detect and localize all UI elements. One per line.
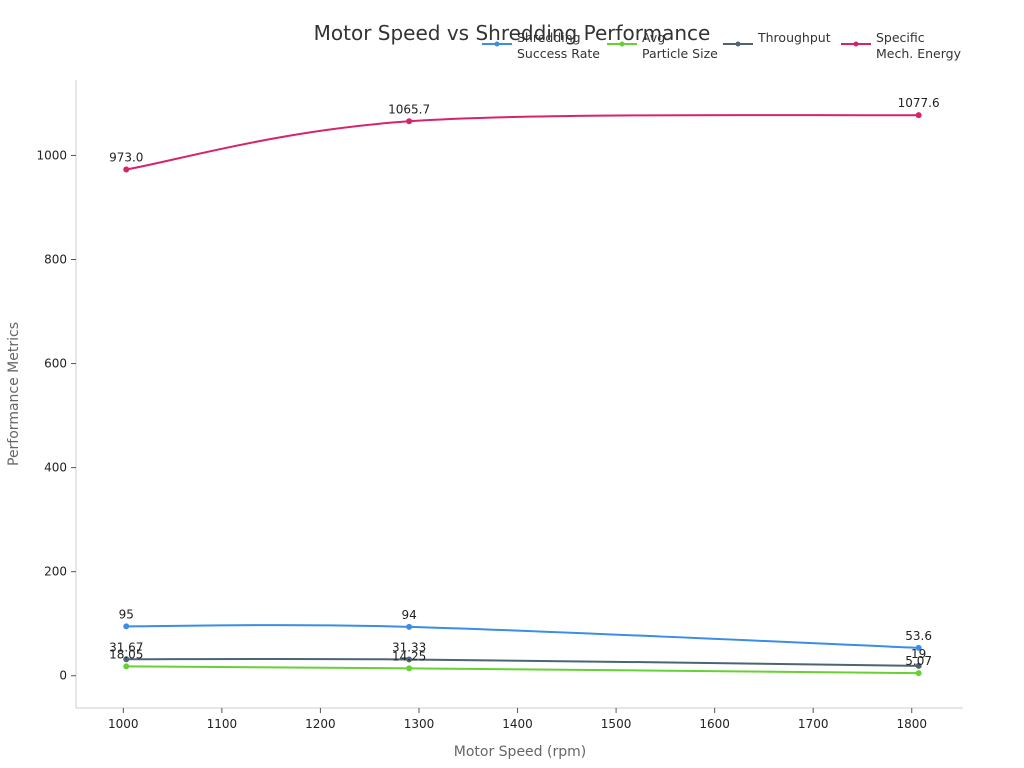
y-tick-label: 400 (44, 461, 67, 475)
series-layer (123, 112, 922, 677)
legend-label: Specific (876, 30, 925, 45)
y-tick-label: 600 (44, 357, 67, 371)
y-tick-label: 0 (59, 669, 67, 683)
data-point-throughput (123, 656, 130, 663)
chart-title: Motor Speed vs Shredding Performance (314, 21, 711, 45)
data-label-throughput: 31.67 (109, 640, 143, 654)
legend-label: Avg (642, 30, 665, 45)
series-line-avg-particle-size (126, 665, 919, 675)
legend-swatch-marker (619, 41, 625, 47)
data-point-specific-mech-energy (123, 166, 130, 173)
data-point-avg-particle-size (915, 670, 922, 677)
data-label-throughput: 19 (911, 647, 926, 661)
data-label-specific-mech-energy: 1077.6 (898, 96, 940, 110)
data-labels: 95 94 53.6 18.05 14.25 5.07 31.67 31.33 19 973.0 1… (109, 96, 940, 668)
data-point-avg-particle-size (123, 663, 130, 670)
series-line-specific-mech-energy (126, 114, 919, 171)
legend-swatch-marker (853, 41, 859, 47)
legend-label: Success Rate (517, 46, 600, 61)
legend-swatch-marker (735, 41, 741, 47)
data-label-shredding-success-rate: 95 (119, 607, 134, 621)
y-tick-label: 800 (44, 253, 67, 267)
data-point-throughput (915, 662, 922, 669)
data-point-throughput (406, 656, 413, 663)
x-tick-label: 1800 (896, 717, 927, 731)
x-tick-label: 1100 (207, 717, 238, 731)
data-label-avg-particle-size: 14.25 (392, 649, 426, 663)
x-tick-label: 1300 (404, 717, 435, 731)
data-point-shredding-success-rate (123, 623, 130, 630)
data-label-shredding-success-rate: 94 (401, 608, 416, 622)
data-point-shredding-success-rate (915, 644, 922, 651)
data-label-avg-particle-size: 18.05 (109, 647, 143, 661)
series-line-shredding-success-rate (126, 624, 919, 649)
series-line-throughput (126, 657, 919, 667)
x-axis-title: Motor Speed (rpm) (454, 744, 586, 760)
legend-item-throughput: Throughput (723, 30, 831, 47)
data-point-specific-mech-energy (915, 112, 922, 119)
x-tick-label: 1000 (108, 717, 139, 731)
legend-swatch-marker (494, 41, 500, 47)
y-ticks: 0 200 400 600 800 1000 (36, 148, 76, 683)
y-axis-title: Performance Metrics (6, 322, 22, 466)
data-point-specific-mech-energy (406, 118, 413, 125)
data-label-avg-particle-size: 5.07 (905, 654, 932, 668)
data-label-shredding-success-rate: 53.6 (905, 629, 932, 643)
data-point-avg-particle-size (406, 665, 413, 672)
axes (75, 80, 963, 709)
data-point-shredding-success-rate (406, 623, 413, 630)
x-tick-label: 1200 (305, 717, 336, 731)
x-tick-label: 1400 (502, 717, 533, 731)
x-tick-label: 1500 (601, 717, 632, 731)
y-tick-label: 200 (44, 565, 67, 579)
legend-label: Particle Size (642, 46, 718, 61)
legend-label: Shredding (517, 30, 581, 45)
x-tick-label: 1700 (798, 717, 829, 731)
data-label-specific-mech-energy: 1065.7 (388, 102, 430, 116)
legend-label: Mech. Energy (876, 46, 962, 61)
data-label-specific-mech-energy: 973.0 (109, 150, 143, 164)
x-tick-label: 1600 (699, 717, 730, 731)
legend-label: Throughput (757, 30, 831, 45)
y-tick-label: 1000 (36, 148, 67, 162)
data-label-throughput: 31.33 (392, 640, 426, 654)
x-ticks: 1000 1100 1200 1300 1400 1500 1600 1700 1800 (108, 708, 927, 731)
